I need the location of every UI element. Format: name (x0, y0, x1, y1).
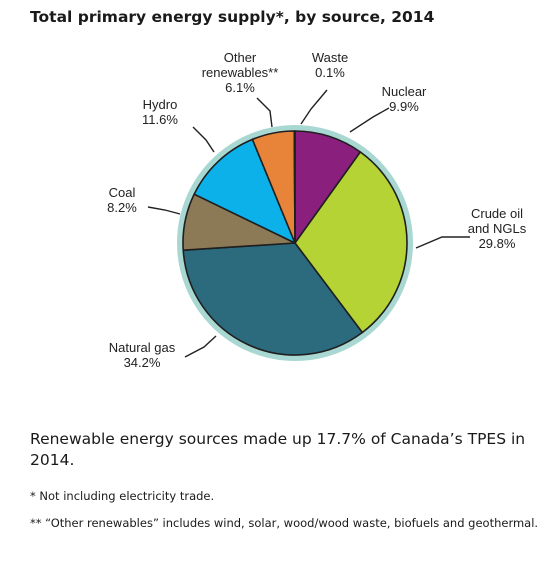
leader-line-nuclear (349, 107, 390, 133)
slice-label-waste: Waste 0.1% (312, 50, 348, 80)
slice-label-hydro: Hydro 11.6% (142, 97, 178, 127)
leader-line-natural-gas (184, 335, 217, 358)
pie-slice-waste (293, 130, 296, 244)
leader-line-hydro (192, 126, 215, 153)
leader-line-waste (300, 89, 328, 125)
footnote-electricity: * Not including electricity trade. (30, 489, 215, 503)
leader-line-crude-oil (415, 236, 470, 249)
slice-label-nuclear: Nuclear 9.9% (382, 84, 427, 114)
slice-label-coal: Coal 8.2% (107, 185, 137, 215)
pie-slice-crude-oil (294, 151, 408, 334)
pie-slice-natural-gas (182, 242, 364, 356)
slice-label-natural-gas: Natural gas 34.2% (109, 340, 176, 370)
footnote-other-renewables: ** “Other renewables” includes wind, sol… (30, 516, 539, 530)
leader-line-other (256, 97, 273, 128)
pie-slice-hydro (193, 138, 296, 244)
pie-chart: Nuclear 9.9% Crude oil and NGLs 29.8% Natural… (107, 50, 527, 370)
slice-label-crude-oil: Crude oil and NGLs 29.8% (468, 206, 527, 251)
leader-line-coal (147, 206, 181, 215)
chart-title: Total primary energy supply*, by source,… (30, 8, 435, 26)
slice-label-other: Other renewables** 6.1% (202, 50, 279, 95)
summary-text: Renewable energy sources made up 17.7% o… (30, 430, 526, 469)
pie-outer-ring (177, 125, 413, 361)
